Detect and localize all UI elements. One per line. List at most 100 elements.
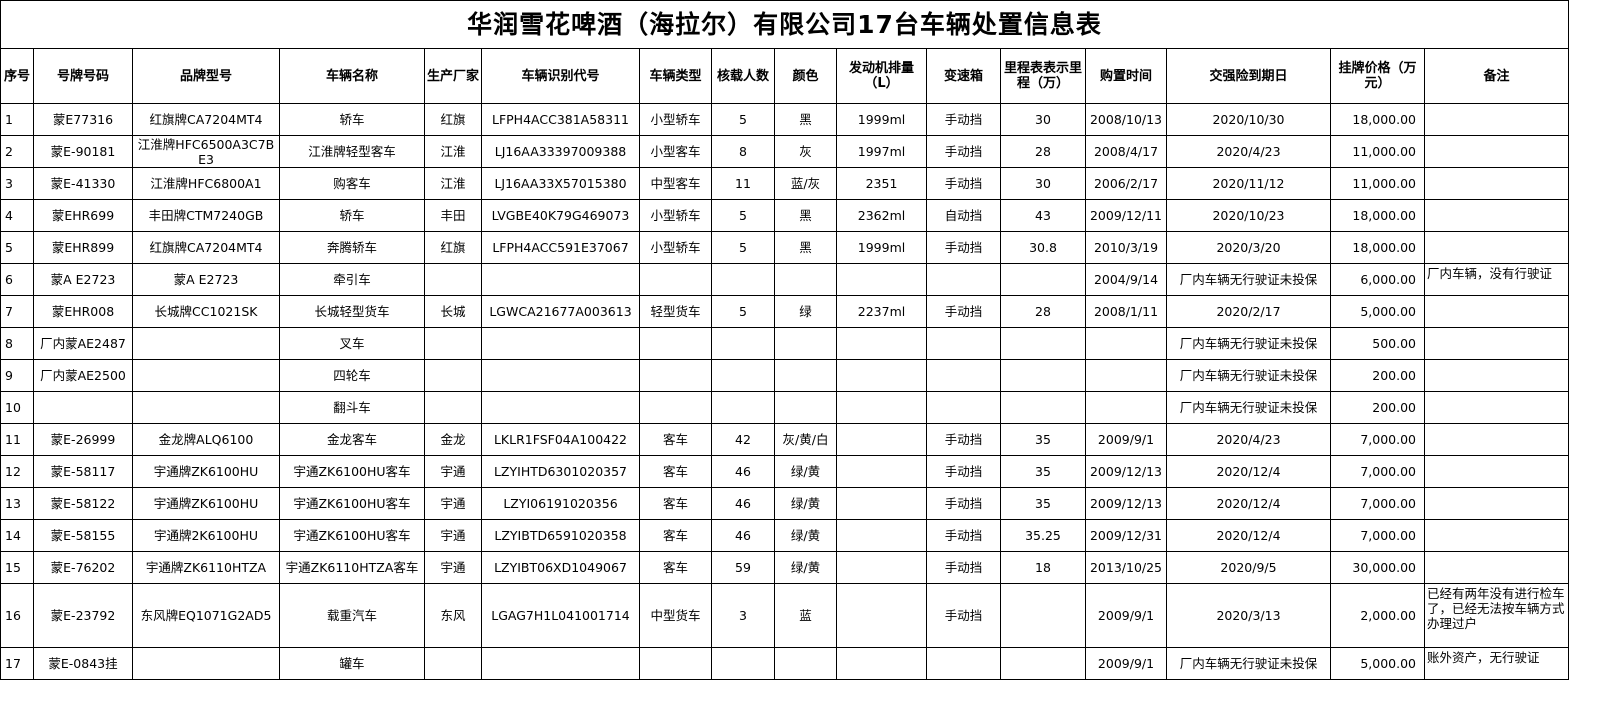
cell-index[interactable]: 16	[0, 583, 34, 648]
cell-color[interactable]: 绿/黄	[774, 551, 837, 584]
cell-transmission[interactable]: 手动挡	[926, 103, 1001, 136]
cell-vehicle-name[interactable]: 罐车	[279, 647, 425, 680]
cell-vin[interactable]: LZYIBTD6591020358	[481, 519, 640, 552]
cell-index[interactable]: 7	[0, 295, 34, 328]
cell-vehicle-type[interactable]: 客车	[639, 423, 712, 456]
cell-vin[interactable]: LZYI06191020356	[481, 487, 640, 520]
cell-vehicle-name[interactable]: 牵引车	[279, 263, 425, 296]
cell-vehicle-type[interactable]: 客车	[639, 455, 712, 488]
cell-engine-displacement[interactable]	[836, 423, 927, 456]
cell-remarks[interactable]	[1423, 487, 1570, 520]
cell-mileage[interactable]: 28	[1000, 135, 1086, 168]
cell-plate-number[interactable]: 厂内蒙AE2500	[33, 359, 133, 392]
cell-purchase-date[interactable]: 2013/10/25	[1085, 551, 1167, 584]
cell-transmission[interactable]: 手动挡	[926, 487, 1001, 520]
cell-listing-price[interactable]: 5,000.00	[1330, 647, 1425, 680]
cell-brand-model[interactable]: 江淮牌HFC6800A1	[132, 167, 280, 200]
cell-remarks[interactable]	[1423, 391, 1570, 424]
cell-vin[interactable]: LFPH4ACC591E37067	[481, 231, 640, 264]
cell-seats[interactable]	[711, 327, 775, 360]
cell-listing-price[interactable]: 18,000.00	[1330, 199, 1425, 232]
cell-transmission[interactable]: 手动挡	[926, 551, 1001, 584]
cell-mileage[interactable]: 28	[1000, 295, 1086, 328]
cell-color[interactable]: 绿/黄	[774, 519, 837, 552]
cell-vin[interactable]	[481, 359, 640, 392]
cell-color[interactable]	[774, 327, 837, 360]
cell-listing-price[interactable]: 200.00	[1330, 359, 1425, 392]
cell-remarks[interactable]	[1423, 103, 1570, 136]
cell-plate-number[interactable]: 厂内蒙AE2487	[33, 327, 133, 360]
cell-mileage[interactable]	[1000, 263, 1086, 296]
cell-transmission[interactable]	[926, 327, 1001, 360]
cell-mileage[interactable]	[1000, 391, 1086, 424]
cell-engine-displacement[interactable]	[836, 391, 927, 424]
cell-transmission[interactable]: 手动挡	[926, 583, 1001, 648]
cell-plate-number[interactable]: 蒙E-23792	[33, 583, 133, 648]
cell-color[interactable]	[774, 359, 837, 392]
cell-index[interactable]: 8	[0, 327, 34, 360]
cell-insurance-expiry[interactable]: 2020/4/23	[1166, 423, 1331, 456]
cell-plate-number[interactable]: 蒙E-76202	[33, 551, 133, 584]
cell-engine-displacement[interactable]: 2351	[836, 167, 927, 200]
cell-brand-model[interactable]	[132, 327, 280, 360]
cell-insurance-expiry[interactable]: 厂内车辆无行驶证未投保	[1166, 263, 1331, 296]
cell-remarks[interactable]	[1423, 135, 1570, 168]
cell-remarks[interactable]: 已经有两年没有进行检车了，已经无法按车辆方式办理过户	[1423, 583, 1570, 648]
cell-seats[interactable]: 5	[711, 199, 775, 232]
cell-vin[interactable]	[481, 391, 640, 424]
cell-purchase-date[interactable]: 2010/3/19	[1085, 231, 1167, 264]
cell-vehicle-name[interactable]: 翻斗车	[279, 391, 425, 424]
cell-manufacturer[interactable]: 长城	[424, 295, 482, 328]
cell-listing-price[interactable]: 500.00	[1330, 327, 1425, 360]
cell-seats[interactable]: 11	[711, 167, 775, 200]
cell-manufacturer[interactable]: 丰田	[424, 199, 482, 232]
cell-plate-number[interactable]: 蒙EHR699	[33, 199, 133, 232]
cell-transmission[interactable]	[926, 263, 1001, 296]
cell-plate-number[interactable]: 蒙EHR008	[33, 295, 133, 328]
cell-index[interactable]: 2	[0, 135, 34, 168]
cell-brand-model[interactable]	[132, 359, 280, 392]
cell-remarks[interactable]	[1423, 199, 1570, 232]
cell-vehicle-name[interactable]: 叉车	[279, 327, 425, 360]
cell-seats[interactable]: 5	[711, 295, 775, 328]
cell-insurance-expiry[interactable]: 厂内车辆无行驶证未投保	[1166, 647, 1331, 680]
cell-transmission[interactable]	[926, 647, 1001, 680]
cell-remarks[interactable]	[1423, 423, 1570, 456]
cell-insurance-expiry[interactable]: 2020/4/23	[1166, 135, 1331, 168]
cell-vehicle-name[interactable]: 载重汽车	[279, 583, 425, 648]
cell-mileage[interactable]: 30	[1000, 103, 1086, 136]
cell-seats[interactable]: 5	[711, 103, 775, 136]
cell-vehicle-name[interactable]: 长城轻型货车	[279, 295, 425, 328]
cell-manufacturer[interactable]	[424, 647, 482, 680]
cell-vin[interactable]: LFPH4ACC381A58311	[481, 103, 640, 136]
cell-listing-price[interactable]: 2,000.00	[1330, 583, 1425, 648]
cell-manufacturer[interactable]	[424, 327, 482, 360]
cell-vehicle-name[interactable]: 奔腾轿车	[279, 231, 425, 264]
cell-purchase-date[interactable]: 2006/2/17	[1085, 167, 1167, 200]
cell-manufacturer[interactable]: 宇通	[424, 519, 482, 552]
cell-seats[interactable]: 46	[711, 519, 775, 552]
cell-vehicle-type[interactable]: 小型轿车	[639, 199, 712, 232]
cell-manufacturer[interactable]: 宇通	[424, 455, 482, 488]
cell-seats[interactable]	[711, 359, 775, 392]
cell-plate-number[interactable]: 蒙E-90181	[33, 135, 133, 168]
cell-insurance-expiry[interactable]: 2020/12/4	[1166, 455, 1331, 488]
cell-color[interactable]: 黑	[774, 199, 837, 232]
cell-engine-displacement[interactable]: 1997ml	[836, 135, 927, 168]
cell-color[interactable]: 绿/黄	[774, 487, 837, 520]
cell-plate-number[interactable]: 蒙E-58122	[33, 487, 133, 520]
cell-listing-price[interactable]: 7,000.00	[1330, 455, 1425, 488]
cell-vehicle-type[interactable]: 轻型货车	[639, 295, 712, 328]
cell-color[interactable]: 黑	[774, 103, 837, 136]
cell-manufacturer[interactable]: 红旗	[424, 231, 482, 264]
cell-index[interactable]: 14	[0, 519, 34, 552]
cell-vin[interactable]: LZYIBT06XD1049067	[481, 551, 640, 584]
cell-engine-displacement[interactable]	[836, 263, 927, 296]
cell-purchase-date[interactable]	[1085, 391, 1167, 424]
cell-plate-number[interactable]: 蒙EHR899	[33, 231, 133, 264]
cell-mileage[interactable]	[1000, 583, 1086, 648]
cell-index[interactable]: 1	[0, 103, 34, 136]
cell-plate-number[interactable]: 蒙E-26999	[33, 423, 133, 456]
cell-engine-displacement[interactable]	[836, 327, 927, 360]
cell-purchase-date[interactable]: 2008/1/11	[1085, 295, 1167, 328]
